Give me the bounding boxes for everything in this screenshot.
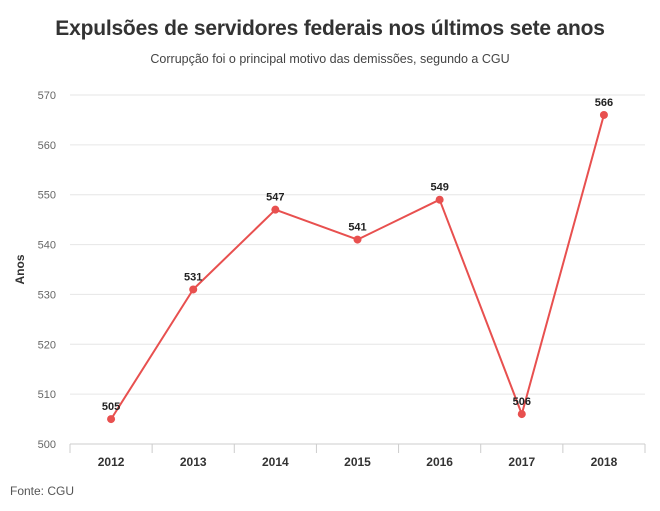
y-axis: 500 510 520 530 540 550 560 570 — [38, 90, 56, 451]
grid-lines — [70, 94, 645, 395]
y-tick-label: 510 — [38, 389, 56, 401]
data-point — [353, 235, 362, 244]
x-tick-label: 2013 — [180, 455, 207, 469]
data-points — [107, 110, 608, 424]
data-label: 566 — [595, 97, 613, 109]
series-line — [110, 114, 605, 420]
data-point — [189, 285, 198, 294]
data-point — [271, 205, 280, 214]
data-label: 531 — [184, 271, 202, 283]
y-tick-label: 520 — [38, 339, 56, 351]
data-point — [599, 110, 608, 119]
y-tick-label: 550 — [38, 190, 56, 202]
data-label: 541 — [348, 222, 366, 234]
data-label: 506 — [513, 396, 531, 408]
series-lines — [110, 114, 605, 420]
y-tick-label: 570 — [38, 90, 56, 102]
x-tick-label: 2016 — [426, 455, 453, 469]
chart-title: Expulsões de servidores federais nos últ… — [55, 17, 605, 40]
y-tick-label: 500 — [38, 439, 56, 451]
y-tick-label: 560 — [38, 140, 56, 152]
x-tick-label: 2017 — [508, 455, 535, 469]
x-axis: 2012 2013 2014 2015 2016 2017 2018 — [69, 443, 646, 469]
y-tick-label: 530 — [38, 289, 56, 301]
x-tick-label: 2012 — [98, 455, 125, 469]
source-note: Fonte: CGU — [10, 484, 75, 498]
data-point — [107, 415, 116, 424]
data-point — [517, 410, 526, 419]
data-label: 549 — [430, 182, 448, 194]
x-tick-label: 2014 — [262, 455, 289, 469]
x-tick-label: 2018 — [591, 455, 618, 469]
data-point — [435, 195, 444, 204]
y-axis-title: Anos — [13, 254, 27, 284]
y-tick-label: 540 — [38, 240, 56, 252]
x-tick-label: 2015 — [344, 455, 371, 469]
data-label: 547 — [266, 192, 284, 204]
data-labels: 505 531 547 541 549 506 566 — [102, 97, 613, 413]
data-label: 505 — [102, 401, 120, 413]
chart-subtitle: Corrupção foi o principal motivo das dem… — [150, 52, 510, 66]
